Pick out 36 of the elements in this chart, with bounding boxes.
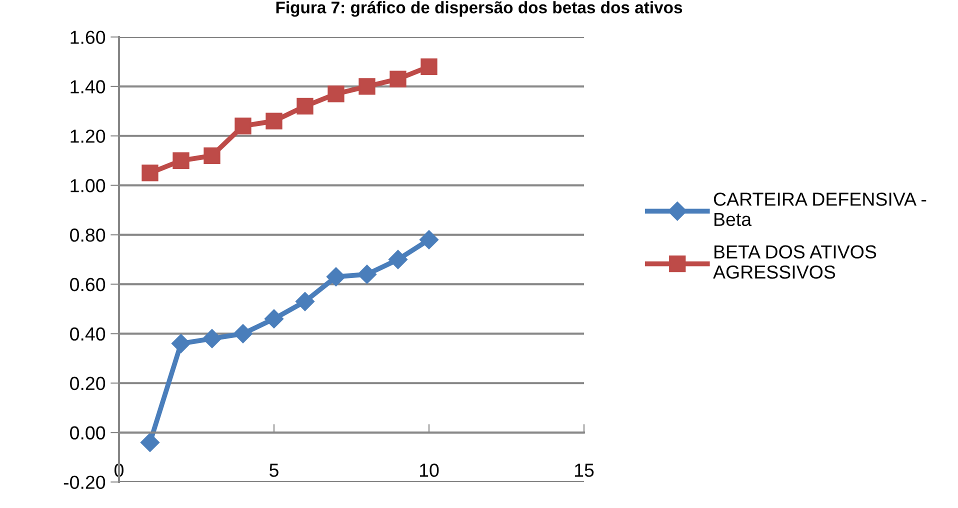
point <box>326 267 346 286</box>
x-tick-label: 15 <box>575 464 594 477</box>
point <box>234 118 252 134</box>
y-tick-label: 1.60 <box>70 30 106 44</box>
point <box>171 334 191 354</box>
point <box>357 264 377 284</box>
point <box>140 432 160 452</box>
y-tick-label: -0.20 <box>64 476 106 489</box>
point <box>233 324 253 344</box>
y-tick-label: 0.40 <box>70 327 106 341</box>
point <box>328 86 344 102</box>
chart-title: Figura 7: gráfico de dispersão dos betas dos ativos <box>276 1 682 17</box>
point <box>388 250 408 270</box>
point <box>172 152 190 169</box>
x-tick-label: 10 <box>420 464 439 477</box>
point <box>419 230 439 250</box>
y-tick-label: 0.80 <box>70 228 106 242</box>
point <box>358 78 376 95</box>
point <box>266 112 282 130</box>
point <box>202 329 222 348</box>
y-tick-label: 0.60 <box>70 278 106 292</box>
y-tick-label: 1.00 <box>70 179 106 192</box>
y-tick-label: 0.00 <box>70 426 106 440</box>
point <box>204 147 220 164</box>
point <box>420 58 438 75</box>
legend-label: BETA DOS ATIVOS AGRESSIVOS <box>713 245 876 279</box>
point <box>390 70 406 88</box>
point <box>295 292 315 312</box>
y-tick-label: 1.20 <box>70 130 106 143</box>
y-tick-label: 1.40 <box>70 80 106 94</box>
x-tick-label: 5 <box>270 464 278 477</box>
y-tick-label: 0.20 <box>70 376 106 390</box>
point <box>142 164 158 182</box>
legend-label: CARTEIRA DEFENSIVA - Beta <box>714 192 926 226</box>
point <box>264 309 284 328</box>
point <box>296 98 314 115</box>
